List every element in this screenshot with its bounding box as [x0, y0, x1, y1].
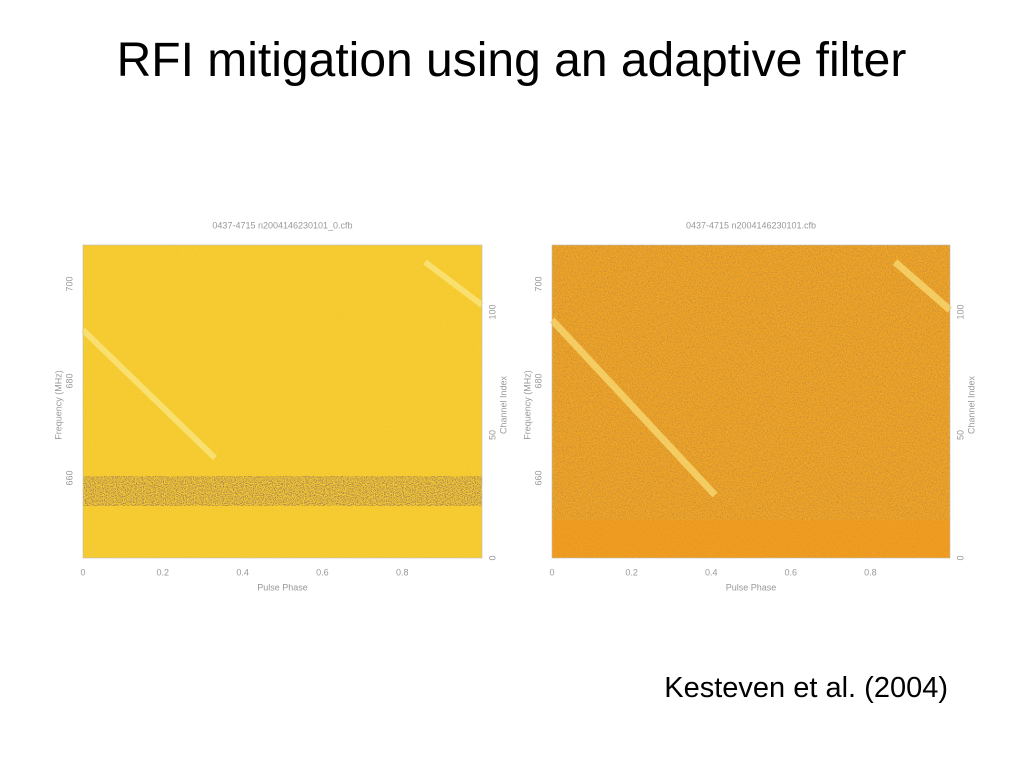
slide-title: RFI mitigation using an adaptive filter	[116, 34, 907, 87]
y2-tick-label: 0	[487, 555, 497, 560]
y2-axis-label: Channel Index	[498, 375, 508, 434]
y-axis-label: Frequency (MHz)	[522, 370, 532, 440]
y2-tick-label: 100	[955, 304, 965, 319]
y-tick-label: 660	[64, 470, 74, 485]
heatmap-noise	[83, 245, 482, 558]
x-tick-label: 0.8	[864, 567, 877, 577]
y2-tick-label: 50	[487, 430, 497, 440]
low-band	[552, 520, 950, 558]
y2-tick-label: 0	[955, 555, 965, 560]
plot-frame	[82, 244, 483, 559]
y2-axis-label: Channel Index	[966, 375, 976, 434]
pulse-trace	[80, 327, 218, 461]
x-tick-label: 0	[549, 567, 554, 577]
panel-right-image	[549, 245, 953, 558]
x-axis-label: Pulse Phase	[257, 582, 308, 592]
pulse-trace	[423, 259, 484, 308]
x-tick-label: 0.6	[316, 567, 329, 577]
x-tick-label: 0.2	[625, 567, 638, 577]
plot-frame	[551, 244, 951, 559]
x-tick-label: 0.8	[396, 567, 409, 577]
figure-caption: 0437-4715 n2004146230101.cfb	[686, 220, 816, 230]
x-tick-label: 0.4	[236, 567, 249, 577]
y-tick-label: 680	[533, 373, 543, 388]
panel-left-image	[80, 245, 484, 558]
y-tick-label: 700	[64, 276, 74, 291]
x-axis-label: Pulse Phase	[726, 582, 777, 592]
x-tick-label: 0.6	[785, 567, 798, 577]
x-tick-label: 0.2	[157, 567, 170, 577]
pulse-trace	[549, 317, 718, 498]
y2-tick-label: 100	[487, 304, 497, 319]
x-tick-label: 0	[80, 567, 85, 577]
x-tick-label: 0.4	[705, 567, 718, 577]
figure-caption: 0437-4715 n2004146230101_0.cfb	[212, 220, 352, 230]
y-axis-label: Frequency (MHz)	[53, 370, 63, 440]
rfi-band	[83, 476, 482, 506]
y-tick-label: 680	[64, 373, 74, 388]
heatmap-noise	[552, 245, 950, 558]
y-tick-label: 660	[533, 470, 543, 485]
pulse-trace	[892, 259, 953, 313]
y-tick-label: 700	[533, 276, 543, 291]
citation: Kesteven et al. (2004)	[664, 672, 948, 704]
y2-tick-label: 50	[955, 430, 965, 440]
figures: 0437-4715 n2004146230101_0.cfb Pulse Phas…	[53, 220, 976, 592]
